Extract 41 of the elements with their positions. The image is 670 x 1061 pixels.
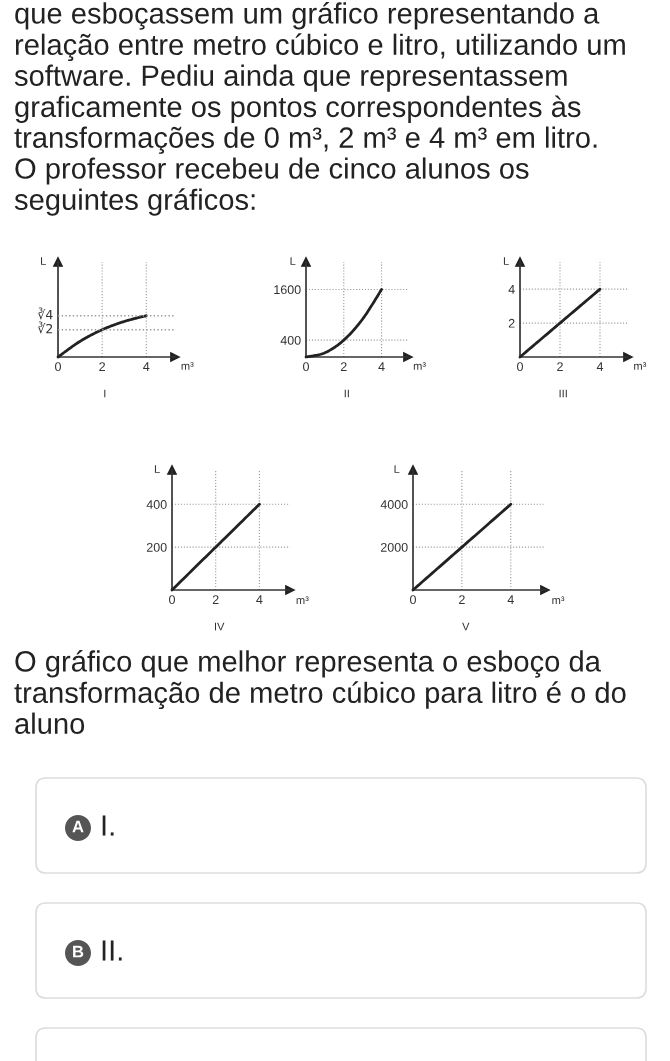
x-tick-label: 0	[55, 362, 61, 372]
y-tick-label: 1600	[274, 285, 301, 295]
x-tick-label: 2	[459, 595, 465, 604]
text: II.	[102, 940, 122, 961]
text: III	[559, 389, 567, 398]
x-tick-label: 0	[303, 362, 309, 372]
x-tick-label: 2	[99, 362, 105, 371]
x-tick-label: 0	[517, 362, 523, 372]
x-tick-label: 2	[340, 362, 347, 371]
x-tick-label: 4	[596, 362, 604, 371]
y-tick-label: 200	[146, 542, 167, 552]
y-tick-label: 400	[280, 335, 301, 345]
ref-line-label: ∛2	[37, 321, 53, 334]
text: II	[344, 389, 349, 398]
x-tick-label: 2	[557, 362, 563, 371]
text: B	[73, 945, 84, 958]
y-axis-title: L	[290, 257, 296, 265]
text: I	[104, 389, 106, 398]
x-tick-label: 2	[212, 595, 219, 604]
y-axis-title: L	[394, 465, 400, 473]
x-axis-title: m³	[296, 596, 309, 605]
text: A	[72, 820, 84, 833]
x-axis-title: m³	[413, 362, 426, 370]
text: que esboçassem um gráfico representando a relação entre metro cúbico e litro, utilizando um software. Pediu ainda que representassem graficamente os pontos correspondentes às transformações de 0 m³, 2 m³ e 4 m³ em litro. O professor recebeu de cinco alunos os seguintes gráficos:	[14, 2, 625, 216]
x-tick-label: 0	[169, 595, 175, 605]
x-axis-title: m³	[181, 362, 194, 370]
text: O gráfico que melhor representa o esboço da transformação de metro cúbico para litro é o do aluno	[14, 650, 626, 734]
y-tick-label: 4000	[380, 500, 408, 509]
text: I.	[102, 815, 114, 836]
x-tick-label: 0	[410, 595, 416, 605]
y-axis-title: L	[154, 465, 160, 473]
y-tick-label: 400	[146, 500, 167, 509]
text: IV	[214, 622, 225, 631]
ref-line-label: ∛4	[37, 307, 53, 320]
y-axis-title: L	[503, 257, 509, 265]
y-tick-label: 2000	[380, 542, 408, 552]
x-axis-title: m³	[552, 596, 565, 605]
x-axis-title: m³	[634, 362, 647, 370]
x-tick-label: 4	[256, 595, 263, 604]
text: V	[462, 622, 470, 631]
y-axis-title: L	[41, 257, 46, 265]
